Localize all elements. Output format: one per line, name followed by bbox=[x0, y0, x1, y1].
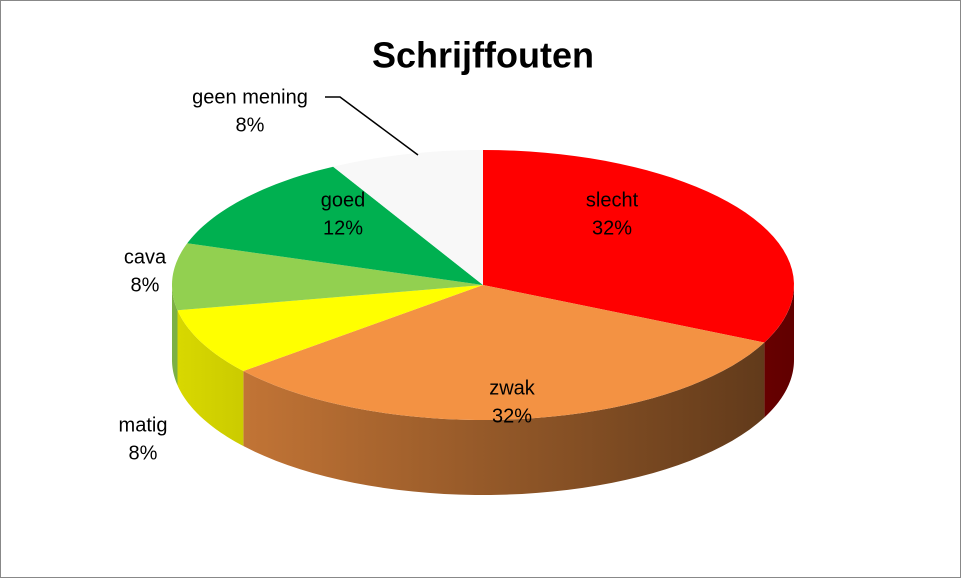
slice-label: geen mening bbox=[192, 86, 308, 108]
pie-slice bbox=[243, 285, 765, 420]
slice-label: cava bbox=[124, 246, 167, 268]
pie-slice-side bbox=[172, 285, 178, 386]
slice-value-label: 8% bbox=[236, 114, 265, 136]
pie-slice bbox=[172, 243, 483, 311]
leader-line bbox=[325, 96, 419, 156]
slice-label: matig bbox=[119, 414, 168, 436]
pie-slice-side bbox=[177, 310, 244, 447]
pie-slice-side bbox=[764, 285, 794, 418]
slice-label: slecht bbox=[586, 189, 639, 211]
pie-slice bbox=[177, 285, 483, 372]
pie-slice bbox=[333, 150, 483, 285]
slice-value-label: 32% bbox=[492, 405, 532, 427]
pie-slice bbox=[483, 150, 794, 343]
pie-slice-side bbox=[243, 342, 765, 495]
slice-value-label: 8% bbox=[131, 274, 160, 296]
pie-slice bbox=[187, 166, 483, 285]
slice-label: zwak bbox=[489, 377, 536, 399]
slice-value-label: 8% bbox=[129, 442, 158, 464]
slice-label: goed bbox=[321, 189, 366, 211]
slice-value-label: 32% bbox=[592, 217, 632, 239]
chart-title: Schrijffouten bbox=[372, 35, 594, 76]
slice-value-label: 12% bbox=[323, 217, 363, 239]
